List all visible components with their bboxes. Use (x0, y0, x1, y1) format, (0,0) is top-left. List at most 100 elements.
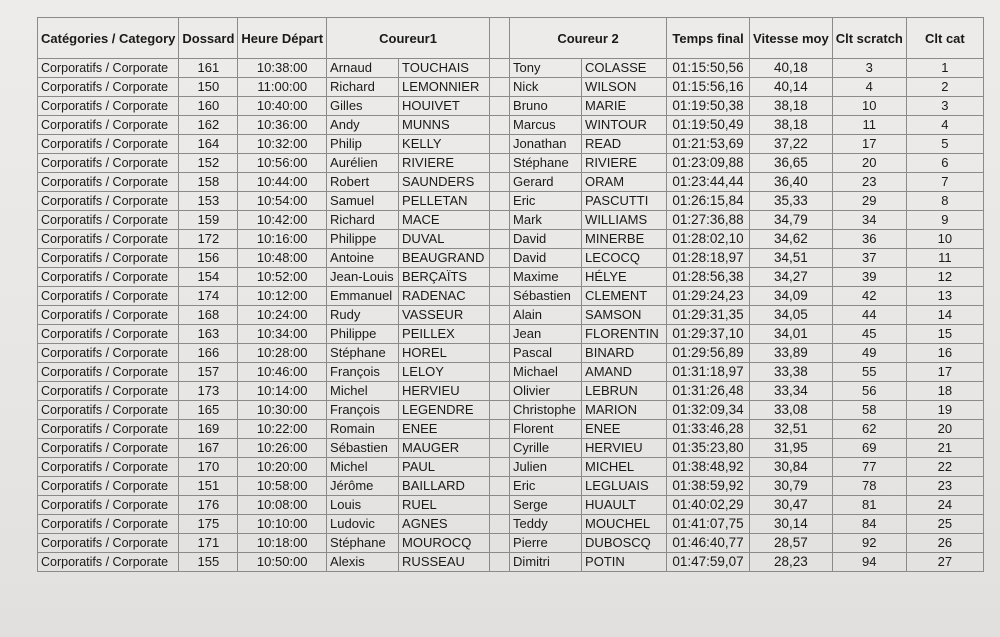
cell-heure-depart: 11:00:00 (237, 77, 328, 97)
cell-coureur2-first: Teddy (509, 514, 583, 534)
cell-dossard: 157 (178, 362, 239, 382)
header-row: Catégories / Category Dossard Heure Dépa… (36, 17, 984, 59)
cell-vitesse-moy: 36,65 (749, 153, 833, 173)
cell-temps-final: 01:35:23,80 (666, 438, 751, 458)
cell-clt-scratch: 49 (831, 343, 907, 363)
cell-temps-final: 01:32:09,34 (666, 400, 751, 420)
table-row: Corporatifs / Corporate 161 10:38:00 Arnaud… (36, 58, 984, 78)
cell-coureur2-first: Gerard (509, 172, 583, 192)
cell-coureur2-first: David (509, 229, 583, 249)
cell-heure-depart: 10:58:00 (237, 476, 328, 496)
cell-clt-cat: 6 (905, 153, 984, 173)
cell-vitesse-moy: 34,79 (749, 210, 833, 230)
cell-heure-depart: 10:08:00 (237, 495, 328, 515)
cell-category: Corporatifs / Corporate (36, 476, 180, 496)
table-row: Corporatifs / Corporate 175 10:10:00 Ludovi… (36, 514, 984, 534)
cell-heure-depart: 10:42:00 (237, 210, 328, 230)
header-coureur2: Coureur 2 (509, 17, 668, 59)
cell-coureur2-last: ORAM (581, 172, 668, 192)
cell-category: Corporatifs / Corporate (36, 58, 180, 78)
cell-temps-final: 01:38:59,92 (666, 476, 751, 496)
cell-category: Corporatifs / Corporate (36, 305, 180, 325)
cell-coureur2-first: Marcus (509, 115, 583, 135)
cell-clt-scratch: 23 (831, 172, 907, 192)
cell-coureur1-last: AGNES (398, 514, 491, 534)
cell-heure-depart: 10:10:00 (237, 514, 328, 534)
cell-coureur2-last: CLEMENT (581, 286, 668, 306)
cell-category: Corporatifs / Corporate (36, 210, 180, 230)
spacer-cell (489, 438, 511, 458)
table-row: Corporatifs / Corporate 157 10:46:00 Franço… (36, 362, 984, 382)
spacer-cell (489, 343, 511, 363)
spacer-cell (489, 267, 511, 287)
cell-coureur1-first: Louis (326, 495, 400, 515)
cell-dossard: 152 (178, 153, 239, 173)
cell-dossard: 168 (178, 305, 239, 325)
cell-clt-scratch: 17 (831, 134, 907, 154)
spacer-cell (489, 172, 511, 192)
cell-dossard: 176 (178, 495, 239, 515)
cell-coureur2-first: Pascal (509, 343, 583, 363)
cell-category: Corporatifs / Corporate (36, 533, 180, 553)
table-row: Corporatifs / Corporate 170 10:20:00 Michel… (36, 457, 984, 477)
cell-clt-cat: 11 (905, 248, 984, 268)
cell-coureur2-first: Mark (509, 210, 583, 230)
cell-temps-final: 01:21:53,69 (666, 134, 751, 154)
cell-coureur1-first: Emmanuel (326, 286, 400, 306)
cell-temps-final: 01:15:56,16 (666, 77, 751, 97)
cell-category: Corporatifs / Corporate (36, 229, 180, 249)
cell-coureur2-first: Dimitri (509, 552, 583, 572)
spacer-cell (489, 229, 511, 249)
cell-category: Corporatifs / Corporate (36, 134, 180, 154)
cell-vitesse-moy: 34,51 (749, 248, 833, 268)
spacer-cell (489, 381, 511, 401)
cell-heure-depart: 10:32:00 (237, 134, 328, 154)
table-row: Corporatifs / Corporate 153 10:54:00 Samuel… (36, 191, 984, 211)
cell-coureur1-first: Samuel (326, 191, 400, 211)
cell-dossard: 161 (178, 58, 239, 78)
cell-dossard: 165 (178, 400, 239, 420)
cell-heure-depart: 10:20:00 (237, 457, 328, 477)
cell-coureur2-last: HÉLYE (581, 267, 668, 287)
cell-clt-cat: 15 (905, 324, 984, 344)
cell-coureur1-last: MACE (398, 210, 491, 230)
spacer-cell (489, 248, 511, 268)
cell-clt-cat: 5 (905, 134, 984, 154)
table-row: Corporatifs / Corporate 167 10:26:00 Sébast… (36, 438, 984, 458)
cell-heure-depart: 10:14:00 (237, 381, 328, 401)
cell-coureur1-last: MUNNS (398, 115, 491, 135)
cell-coureur1-last: RADENAC (398, 286, 491, 306)
cell-heure-depart: 10:56:00 (237, 153, 328, 173)
cell-coureur1-last: ENEE (398, 419, 491, 439)
cell-temps-final: 01:33:46,28 (666, 419, 751, 439)
header-clt-scratch: Clt scratch (831, 17, 907, 59)
cell-dossard: 158 (178, 172, 239, 192)
cell-clt-cat: 9 (905, 210, 984, 230)
cell-temps-final: 01:28:18,97 (666, 248, 751, 268)
cell-category: Corporatifs / Corporate (36, 324, 180, 344)
cell-clt-cat: 18 (905, 381, 984, 401)
cell-coureur1-first: Rudy (326, 305, 400, 325)
cell-heure-depart: 10:50:00 (237, 552, 328, 572)
cell-temps-final: 01:38:48,92 (666, 457, 751, 477)
cell-temps-final: 01:29:56,89 (666, 343, 751, 363)
cell-vitesse-moy: 34,62 (749, 229, 833, 249)
cell-clt-scratch: 77 (831, 457, 907, 477)
table-row: Corporatifs / Corporate 173 10:14:00 Michel… (36, 381, 984, 401)
cell-coureur2-last: POTIN (581, 552, 668, 572)
cell-coureur1-first: Sébastien (326, 438, 400, 458)
header-vitesse-moy: Vitesse moy (749, 17, 833, 59)
cell-temps-final: 01:15:50,56 (666, 58, 751, 78)
cell-heure-depart: 10:54:00 (237, 191, 328, 211)
header-heure-depart: Heure Départ (237, 17, 328, 59)
cell-coureur1-last: PAUL (398, 457, 491, 477)
cell-coureur1-first: Arnaud (326, 58, 400, 78)
cell-coureur2-last: WILLIAMS (581, 210, 668, 230)
cell-coureur2-last: FLORENTIN (581, 324, 668, 344)
cell-heure-depart: 10:52:00 (237, 267, 328, 287)
spacer-cell (489, 96, 511, 116)
cell-coureur2-last: LEBRUN (581, 381, 668, 401)
cell-heure-depart: 10:40:00 (237, 96, 328, 116)
cell-clt-cat: 24 (905, 495, 984, 515)
cell-heure-depart: 10:34:00 (237, 324, 328, 344)
